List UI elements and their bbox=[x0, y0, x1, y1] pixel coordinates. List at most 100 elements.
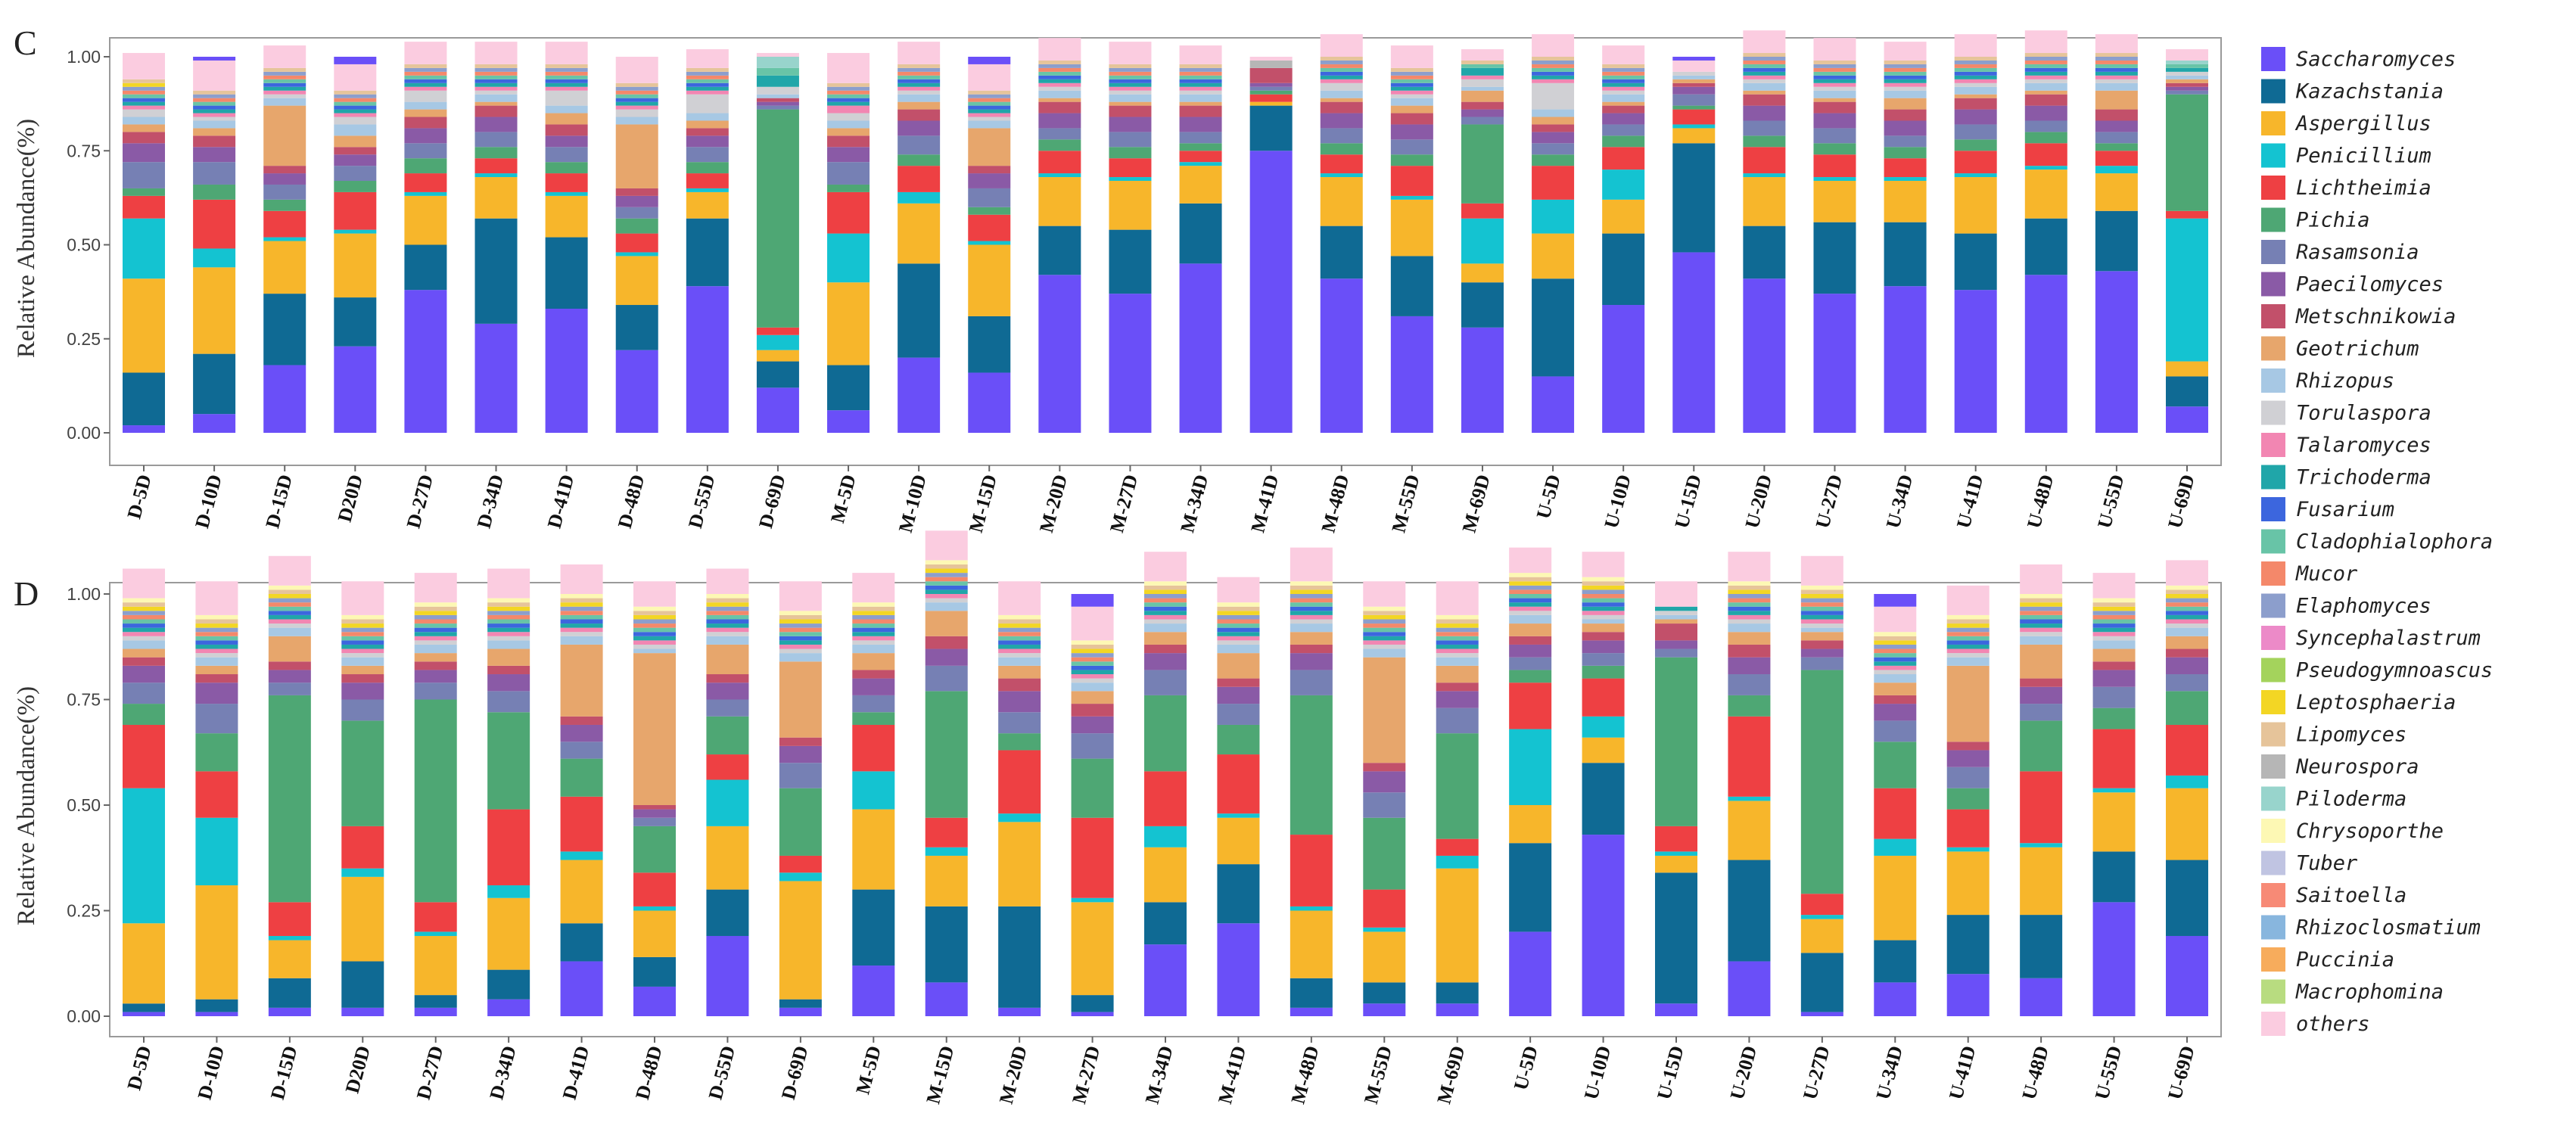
bar-segment-Elaphomyces bbox=[1320, 60, 1363, 64]
bar-segment-others bbox=[560, 564, 603, 594]
x-tick-label: D-5D bbox=[123, 1043, 155, 1093]
bar-segment-Talaromyces bbox=[1532, 79, 1575, 83]
bar-segment-Kazachstania bbox=[193, 353, 236, 415]
legend-swatch bbox=[2261, 111, 2285, 135]
bar-segment-Trichoderma bbox=[686, 86, 729, 91]
bar-segment-Rhizopus bbox=[263, 98, 306, 106]
bar-segment-Lichtheimia bbox=[1320, 154, 1363, 174]
bar-segment-Paecilomyces bbox=[1038, 113, 1081, 129]
bar-segment-Saccharomyces bbox=[341, 1007, 384, 1016]
bar-segment-Trichoderma bbox=[1946, 644, 1990, 649]
bar-segment-Lichtheimia bbox=[1038, 151, 1081, 174]
bar-segment-Geotrichum bbox=[1390, 105, 1433, 114]
bar-segment-Geotrichum bbox=[2024, 90, 2067, 95]
y-tick-label: 0.00 bbox=[67, 1006, 101, 1026]
bar-segment-Rasamsonia bbox=[1655, 648, 1697, 658]
bar-segment-Aspergillus bbox=[1728, 801, 1771, 860]
x-tick-label: U-27D bbox=[1799, 1043, 1834, 1102]
bar-segment-Lichtheimia bbox=[1728, 716, 1771, 797]
bar-segment-Leptosphaeria bbox=[1436, 623, 1479, 628]
bar-segment-Chrysoporthe bbox=[1290, 581, 1333, 586]
legend-label: Lipomyces bbox=[2296, 723, 2406, 747]
legend-label: Penicillium bbox=[2296, 145, 2431, 168]
bar-segment-Elaphomyces bbox=[2095, 57, 2138, 61]
bar-segment-Mucor bbox=[123, 90, 165, 95]
bar-segment-Penicillium bbox=[487, 885, 530, 898]
bar-segment-others bbox=[1109, 42, 1152, 64]
bar-segment-Penicillium bbox=[2020, 843, 2063, 847]
bar-segment-Trichoderma bbox=[1461, 67, 1504, 76]
bar-segment-Rasamsonia bbox=[487, 691, 530, 713]
bar-U-41D bbox=[1954, 34, 1997, 433]
bar-segment-Aspergillus bbox=[615, 256, 658, 306]
bar-segment-Trichoderma bbox=[487, 627, 530, 633]
bar-segment-Lichtheimia bbox=[998, 750, 1041, 814]
bar-D-27D bbox=[404, 42, 447, 433]
bar-segment-Saccharomyces bbox=[1071, 594, 1114, 607]
bar-segment-Torulaspora bbox=[998, 653, 1041, 658]
bar-segment-Kazachstania bbox=[1217, 864, 1260, 924]
bar-segment-Torulaspora bbox=[1038, 86, 1081, 91]
bar-segment-Lichtheimia bbox=[268, 902, 311, 936]
bar-segment-Saccharomyces bbox=[1946, 974, 1990, 1016]
bar-segment-Cladophialophora bbox=[2092, 619, 2136, 624]
legend-item-Aspergillus: Aspergillus bbox=[2261, 111, 2431, 135]
bar-segment-Lipomyces bbox=[334, 90, 377, 95]
bar-segment-Fusarium bbox=[2166, 611, 2208, 615]
bar-segment-Talaromyces bbox=[545, 86, 588, 91]
bar-segment-Penicillium bbox=[1509, 729, 1552, 805]
bar-segment-Mucor bbox=[779, 627, 822, 633]
bar-segment-Kazachstania bbox=[1436, 982, 1479, 1004]
bar-segment-Trichoderma bbox=[263, 86, 306, 91]
bar-U-15D bbox=[1672, 57, 1716, 433]
legend-swatch bbox=[2261, 1012, 2285, 1036]
bar-segment-Rasamsonia bbox=[560, 742, 603, 759]
bar-segment-Kazachstania bbox=[686, 218, 729, 287]
bar-segment-Torulaspora bbox=[123, 636, 165, 641]
bar-segment-Lichtheimia bbox=[193, 199, 236, 249]
bar-segment-Penicillium bbox=[123, 218, 165, 279]
x-tick-label: U-10D bbox=[1580, 1043, 1616, 1102]
bar-segment-Talaromyces bbox=[1582, 611, 1625, 615]
legend-item-Lipomyces: Lipomyces bbox=[2261, 722, 2406, 747]
bar-segment-Aspergillus bbox=[1743, 177, 1786, 226]
bar-segment-Mucor bbox=[925, 577, 968, 582]
legend-item-Elaphomyces: Elaphomyces bbox=[2261, 593, 2431, 618]
bar-segment-Cladophialophora bbox=[827, 94, 870, 98]
bar-segment-Chrysoporthe bbox=[341, 614, 384, 620]
bar-segment-Mucor bbox=[1602, 71, 1645, 76]
bar-segment-Aspergillus bbox=[898, 203, 941, 264]
legend-item-Cladophialophora: Cladophialophora bbox=[2261, 529, 2493, 554]
bar-segment-Paecilomyces bbox=[123, 665, 165, 683]
bar-segment-Pichia bbox=[1602, 135, 1645, 148]
bar-segment-Trichoderma bbox=[1728, 611, 1771, 615]
bar-segment-others bbox=[334, 64, 377, 91]
bar-segment-Cladophialophora bbox=[1390, 79, 1433, 83]
bar-segment-Saccharomyces bbox=[706, 935, 749, 1016]
bar-segment-Saccharomyces bbox=[193, 414, 236, 433]
bar-segment-Talaromyces bbox=[998, 648, 1041, 654]
bar-segment-Fusarium bbox=[898, 79, 941, 83]
bar-segment-Penicillium bbox=[545, 191, 588, 196]
bar-segment-Geotrichum bbox=[852, 653, 895, 670]
bar-segment-Lipomyces bbox=[195, 619, 238, 624]
legend-label: Fusarium bbox=[2296, 498, 2394, 521]
bar-segment-Rhizopus bbox=[404, 101, 447, 110]
bar-segment-Lipomyces bbox=[1946, 619, 1990, 624]
bar-segment-Lichtheimia bbox=[1946, 809, 1990, 847]
bar-D-15D bbox=[268, 555, 311, 1016]
bar-segment-Rasamsonia bbox=[1509, 657, 1552, 670]
bar-segment-Torulaspora bbox=[779, 648, 822, 654]
bar-segment-Pichia bbox=[2092, 707, 2136, 729]
bar-segment-Talaromyces bbox=[1743, 75, 1786, 79]
x-tick-label: U-69D bbox=[2164, 1043, 2199, 1102]
bar-segment-Talaromyces bbox=[341, 648, 384, 654]
bar-segment-Penicillium bbox=[2095, 166, 2138, 174]
bar-segment-Paecilomyces bbox=[1249, 82, 1293, 87]
bar-segment-Paecilomyces bbox=[2166, 86, 2208, 91]
legend-item-Saccharomyces: Saccharomyces bbox=[2261, 47, 2456, 71]
bar-D-69D bbox=[779, 581, 822, 1016]
x-tick-label: M-34D bbox=[1141, 1043, 1178, 1106]
bar-M-41D bbox=[1217, 577, 1260, 1016]
bar-segment-Paecilomyces bbox=[193, 147, 236, 163]
